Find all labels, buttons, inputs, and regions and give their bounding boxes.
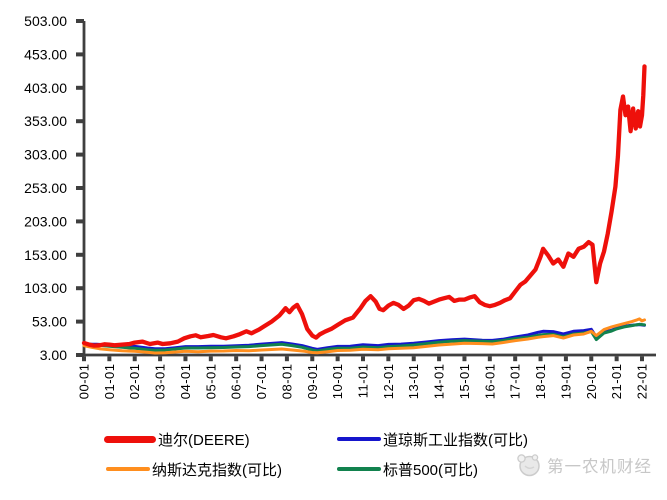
x-tick-label: 09-01 xyxy=(305,364,320,400)
x-tick-label: 12-01 xyxy=(381,364,396,400)
x-tick-label: 20-01 xyxy=(584,364,599,400)
x-tick-label: 07-01 xyxy=(254,364,269,400)
y-tick-label: 353.00 xyxy=(24,113,67,129)
legend-item-nasdaq: 纳斯达克指数(可比) xyxy=(106,460,282,479)
x-tick-label: 02-01 xyxy=(127,364,142,400)
x-tick-label: 14-01 xyxy=(432,364,447,400)
legend-label-sp500: 标普500(可比) xyxy=(383,461,479,479)
y-tick-label: 153.00 xyxy=(24,247,67,263)
y-tick-label: 203.00 xyxy=(24,213,67,229)
x-tick-label: 01-01 xyxy=(102,364,117,400)
x-tick-label: 18-01 xyxy=(533,364,548,400)
y-tick-label: 453.00 xyxy=(24,46,67,62)
legend-item-dowjones: 道琼斯工业指数(可比) xyxy=(337,430,528,449)
legend-item-deere: 迪尔(DEERE) xyxy=(104,430,250,449)
x-tick-label: 04-01 xyxy=(178,364,193,400)
y-tick-label: 103.00 xyxy=(24,280,67,296)
x-tick-label: 03-01 xyxy=(153,364,168,400)
x-tick-label: 05-01 xyxy=(203,364,218,400)
y-tick-label: 303.00 xyxy=(24,147,67,163)
series-lines xyxy=(81,64,647,355)
panda-logo-icon xyxy=(517,454,540,477)
x-tick-label: 06-01 xyxy=(229,364,244,400)
legend-swatch-sp500-icon xyxy=(337,466,381,472)
x-tick-label: 08-01 xyxy=(279,364,294,400)
y-tick-label: 3.00 xyxy=(40,347,67,363)
x-tick-label: 22-01 xyxy=(635,364,650,400)
legend-label-dowjones: 道琼斯工业指数(可比) xyxy=(383,431,528,449)
x-tick-label: 17-01 xyxy=(508,364,523,400)
series-line-2 xyxy=(82,317,646,355)
chart-canvas: 503.00 453.00 403.00 353.00 303.00 253.00 203.… xyxy=(24,13,656,399)
y-tick-label: 253.00 xyxy=(24,180,67,196)
series-line-0 xyxy=(81,64,647,348)
legend-item-sp500: 标普500(可比) xyxy=(337,460,479,479)
y-tick-label: 403.00 xyxy=(24,80,67,96)
legend-label-deere: 迪尔(DEERE) xyxy=(158,431,250,449)
y-tick-label: 53.00 xyxy=(32,314,67,330)
legend-label-nasdaq: 纳斯达克指数(可比) xyxy=(152,461,282,479)
x-tick-label: 13-01 xyxy=(406,364,421,400)
legend-swatch-nasdaq-icon xyxy=(106,466,150,472)
legend-swatch-dowjones-icon xyxy=(337,436,381,442)
x-tick-label: 15-01 xyxy=(457,364,472,400)
x-tick-label: 10-01 xyxy=(330,364,345,400)
x-tick-label: 21-01 xyxy=(609,364,624,400)
x-tick-label: 16-01 xyxy=(482,364,497,400)
axes xyxy=(82,21,656,357)
y-axis-ticks: 503.00 453.00 403.00 353.00 303.00 253.00 203.… xyxy=(24,13,84,363)
watermark-text: 第一农机财经 xyxy=(547,458,652,476)
x-tick-label: 00-01 xyxy=(77,364,92,400)
x-axis-ticks: 00-01 01-01 02-01 03-01 04-01 05-01 06-01 07-01… xyxy=(77,356,650,399)
legend-swatch-deere-icon xyxy=(104,435,156,443)
y-tick-label: 503.00 xyxy=(24,13,67,29)
watermark: 第一农机财经 xyxy=(515,451,652,479)
x-tick-label: 11-01 xyxy=(356,364,371,399)
x-tick-label: 19-01 xyxy=(558,364,573,400)
